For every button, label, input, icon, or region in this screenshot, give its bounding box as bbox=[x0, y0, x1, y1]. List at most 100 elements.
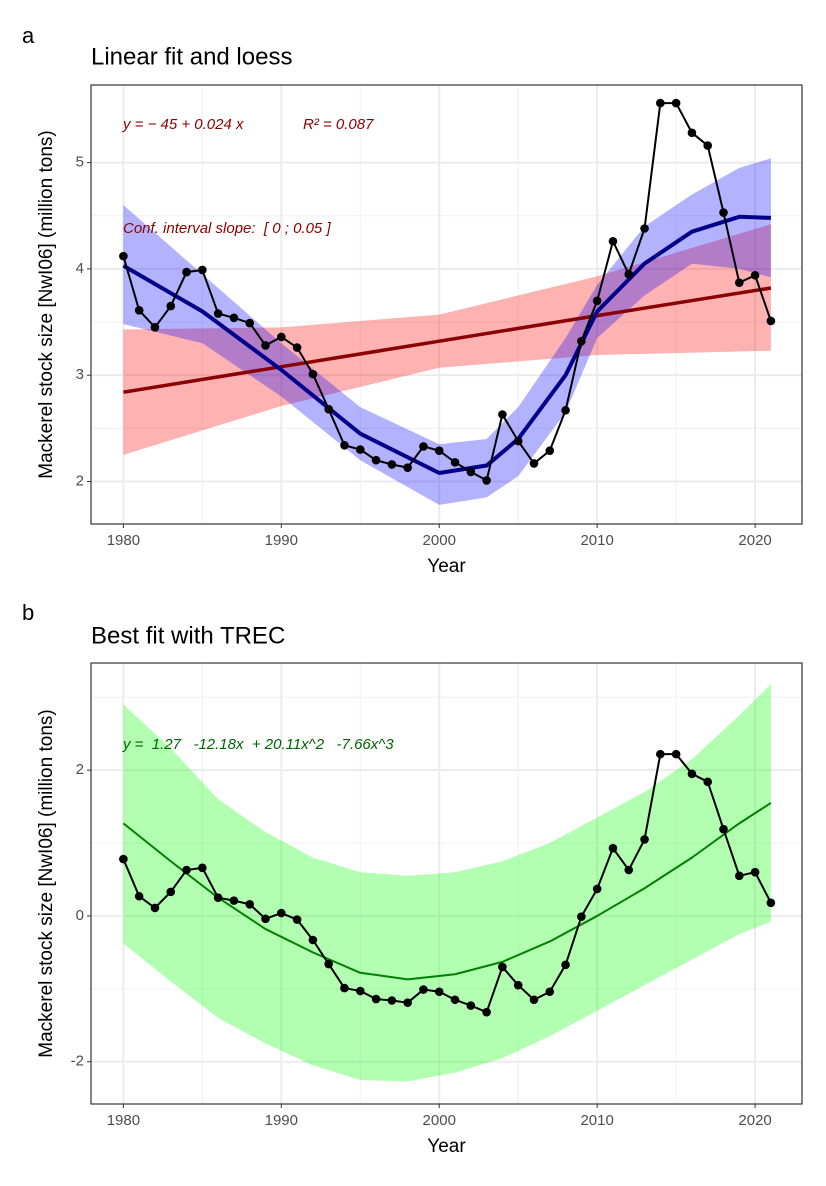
annotation: R² = 0.087 bbox=[303, 116, 374, 133]
data-point bbox=[671, 749, 681, 759]
fit-line bbox=[123, 286, 772, 394]
data-point bbox=[766, 316, 776, 326]
data-point bbox=[513, 436, 523, 446]
data-point bbox=[182, 267, 191, 277]
x-tick-label: 2000 bbox=[423, 1112, 456, 1129]
panel-label: a bbox=[22, 23, 35, 48]
data-point bbox=[277, 908, 286, 918]
data-point bbox=[419, 985, 428, 994]
data-point bbox=[324, 404, 333, 414]
data-point bbox=[419, 442, 428, 451]
data-point bbox=[703, 777, 713, 787]
fit-line bbox=[122, 802, 772, 981]
data-point bbox=[482, 1007, 491, 1017]
data-point bbox=[387, 996, 397, 1005]
panel-border bbox=[90, 662, 803, 1105]
data-point bbox=[561, 405, 570, 415]
data-point bbox=[166, 887, 176, 897]
data-point bbox=[450, 458, 460, 467]
y-axis-title: Mackerel stock size [NwI06] (million ton… bbox=[36, 709, 57, 1057]
y-tick-label: 3 bbox=[76, 366, 84, 383]
data-point bbox=[450, 995, 460, 1005]
chart-title: Best fit with TREC bbox=[91, 622, 285, 649]
data-point bbox=[371, 455, 381, 465]
data-point bbox=[434, 987, 444, 997]
data-point bbox=[624, 269, 634, 279]
data-point bbox=[482, 476, 491, 485]
panel-border bbox=[90, 84, 803, 525]
data-point bbox=[577, 336, 586, 346]
data-point bbox=[687, 128, 697, 138]
data-point bbox=[545, 987, 555, 997]
data-point bbox=[308, 369, 318, 379]
data-point bbox=[498, 410, 507, 419]
x-axis-title: Year bbox=[427, 556, 466, 577]
data-point bbox=[561, 960, 570, 970]
data-point bbox=[387, 460, 397, 469]
data-point bbox=[466, 467, 476, 477]
x-tick-label: 1980 bbox=[107, 532, 140, 549]
data-point bbox=[261, 341, 270, 350]
y-tick-label: 0 bbox=[76, 907, 84, 924]
data-point bbox=[134, 891, 144, 901]
x-tick-label: 1990 bbox=[265, 1112, 298, 1129]
data-point bbox=[608, 843, 618, 853]
data-point bbox=[529, 995, 539, 1005]
data-point bbox=[608, 236, 618, 246]
panel-label: b bbox=[22, 600, 34, 625]
data-point bbox=[545, 446, 555, 455]
data-point bbox=[182, 865, 191, 875]
y-tick-label: 5 bbox=[76, 154, 84, 171]
data-point bbox=[292, 915, 302, 924]
data-point bbox=[750, 867, 760, 877]
data-point bbox=[498, 962, 507, 972]
y-tick-label: 2 bbox=[76, 472, 84, 489]
x-tick-label: 2020 bbox=[738, 1112, 771, 1129]
data-point bbox=[577, 912, 586, 921]
y-axis-title: Mackerel stock size [NwI06] (million ton… bbox=[36, 130, 57, 478]
data-point bbox=[656, 98, 665, 108]
data-point bbox=[529, 459, 539, 468]
data-point bbox=[245, 899, 255, 909]
data-point bbox=[119, 854, 128, 864]
data-point bbox=[308, 935, 318, 945]
data-point bbox=[166, 301, 176, 311]
data-point bbox=[213, 893, 223, 903]
data-point bbox=[735, 871, 744, 881]
data-point bbox=[324, 959, 333, 969]
data-point bbox=[134, 306, 144, 315]
data-point bbox=[719, 208, 728, 217]
data-point bbox=[640, 835, 649, 844]
annotation: y = 1.27 -12.18x + 20.11x^2 -7.66x^3 bbox=[122, 736, 394, 753]
data-point bbox=[261, 914, 270, 924]
data-point bbox=[355, 445, 365, 454]
data-point bbox=[640, 224, 649, 233]
data-point bbox=[292, 343, 302, 352]
data-point bbox=[213, 309, 223, 318]
x-tick-label: 1990 bbox=[265, 532, 298, 549]
x-axis-title: Year bbox=[427, 1136, 466, 1157]
data-point bbox=[735, 278, 744, 288]
data-point bbox=[150, 323, 160, 332]
data-point bbox=[277, 332, 286, 342]
data-point bbox=[466, 1001, 476, 1010]
confidence-band bbox=[123, 158, 771, 505]
y-tick-label: 4 bbox=[76, 260, 84, 277]
data-point bbox=[229, 896, 239, 905]
confidence-band bbox=[123, 684, 771, 1082]
chart-title: Linear fit and loess bbox=[91, 43, 292, 70]
data-point bbox=[766, 898, 776, 908]
y-tick-label: 2 bbox=[76, 761, 84, 778]
data-point bbox=[340, 983, 349, 993]
data-point bbox=[150, 903, 160, 913]
data-point bbox=[750, 270, 760, 280]
data-point bbox=[513, 980, 523, 990]
data-point bbox=[687, 769, 697, 779]
x-tick-label: 1980 bbox=[107, 1112, 140, 1129]
x-tick-label: 2000 bbox=[423, 532, 456, 549]
data-point bbox=[719, 824, 728, 834]
y-tick-label: -2 bbox=[71, 1053, 84, 1070]
plot-background bbox=[91, 85, 802, 524]
